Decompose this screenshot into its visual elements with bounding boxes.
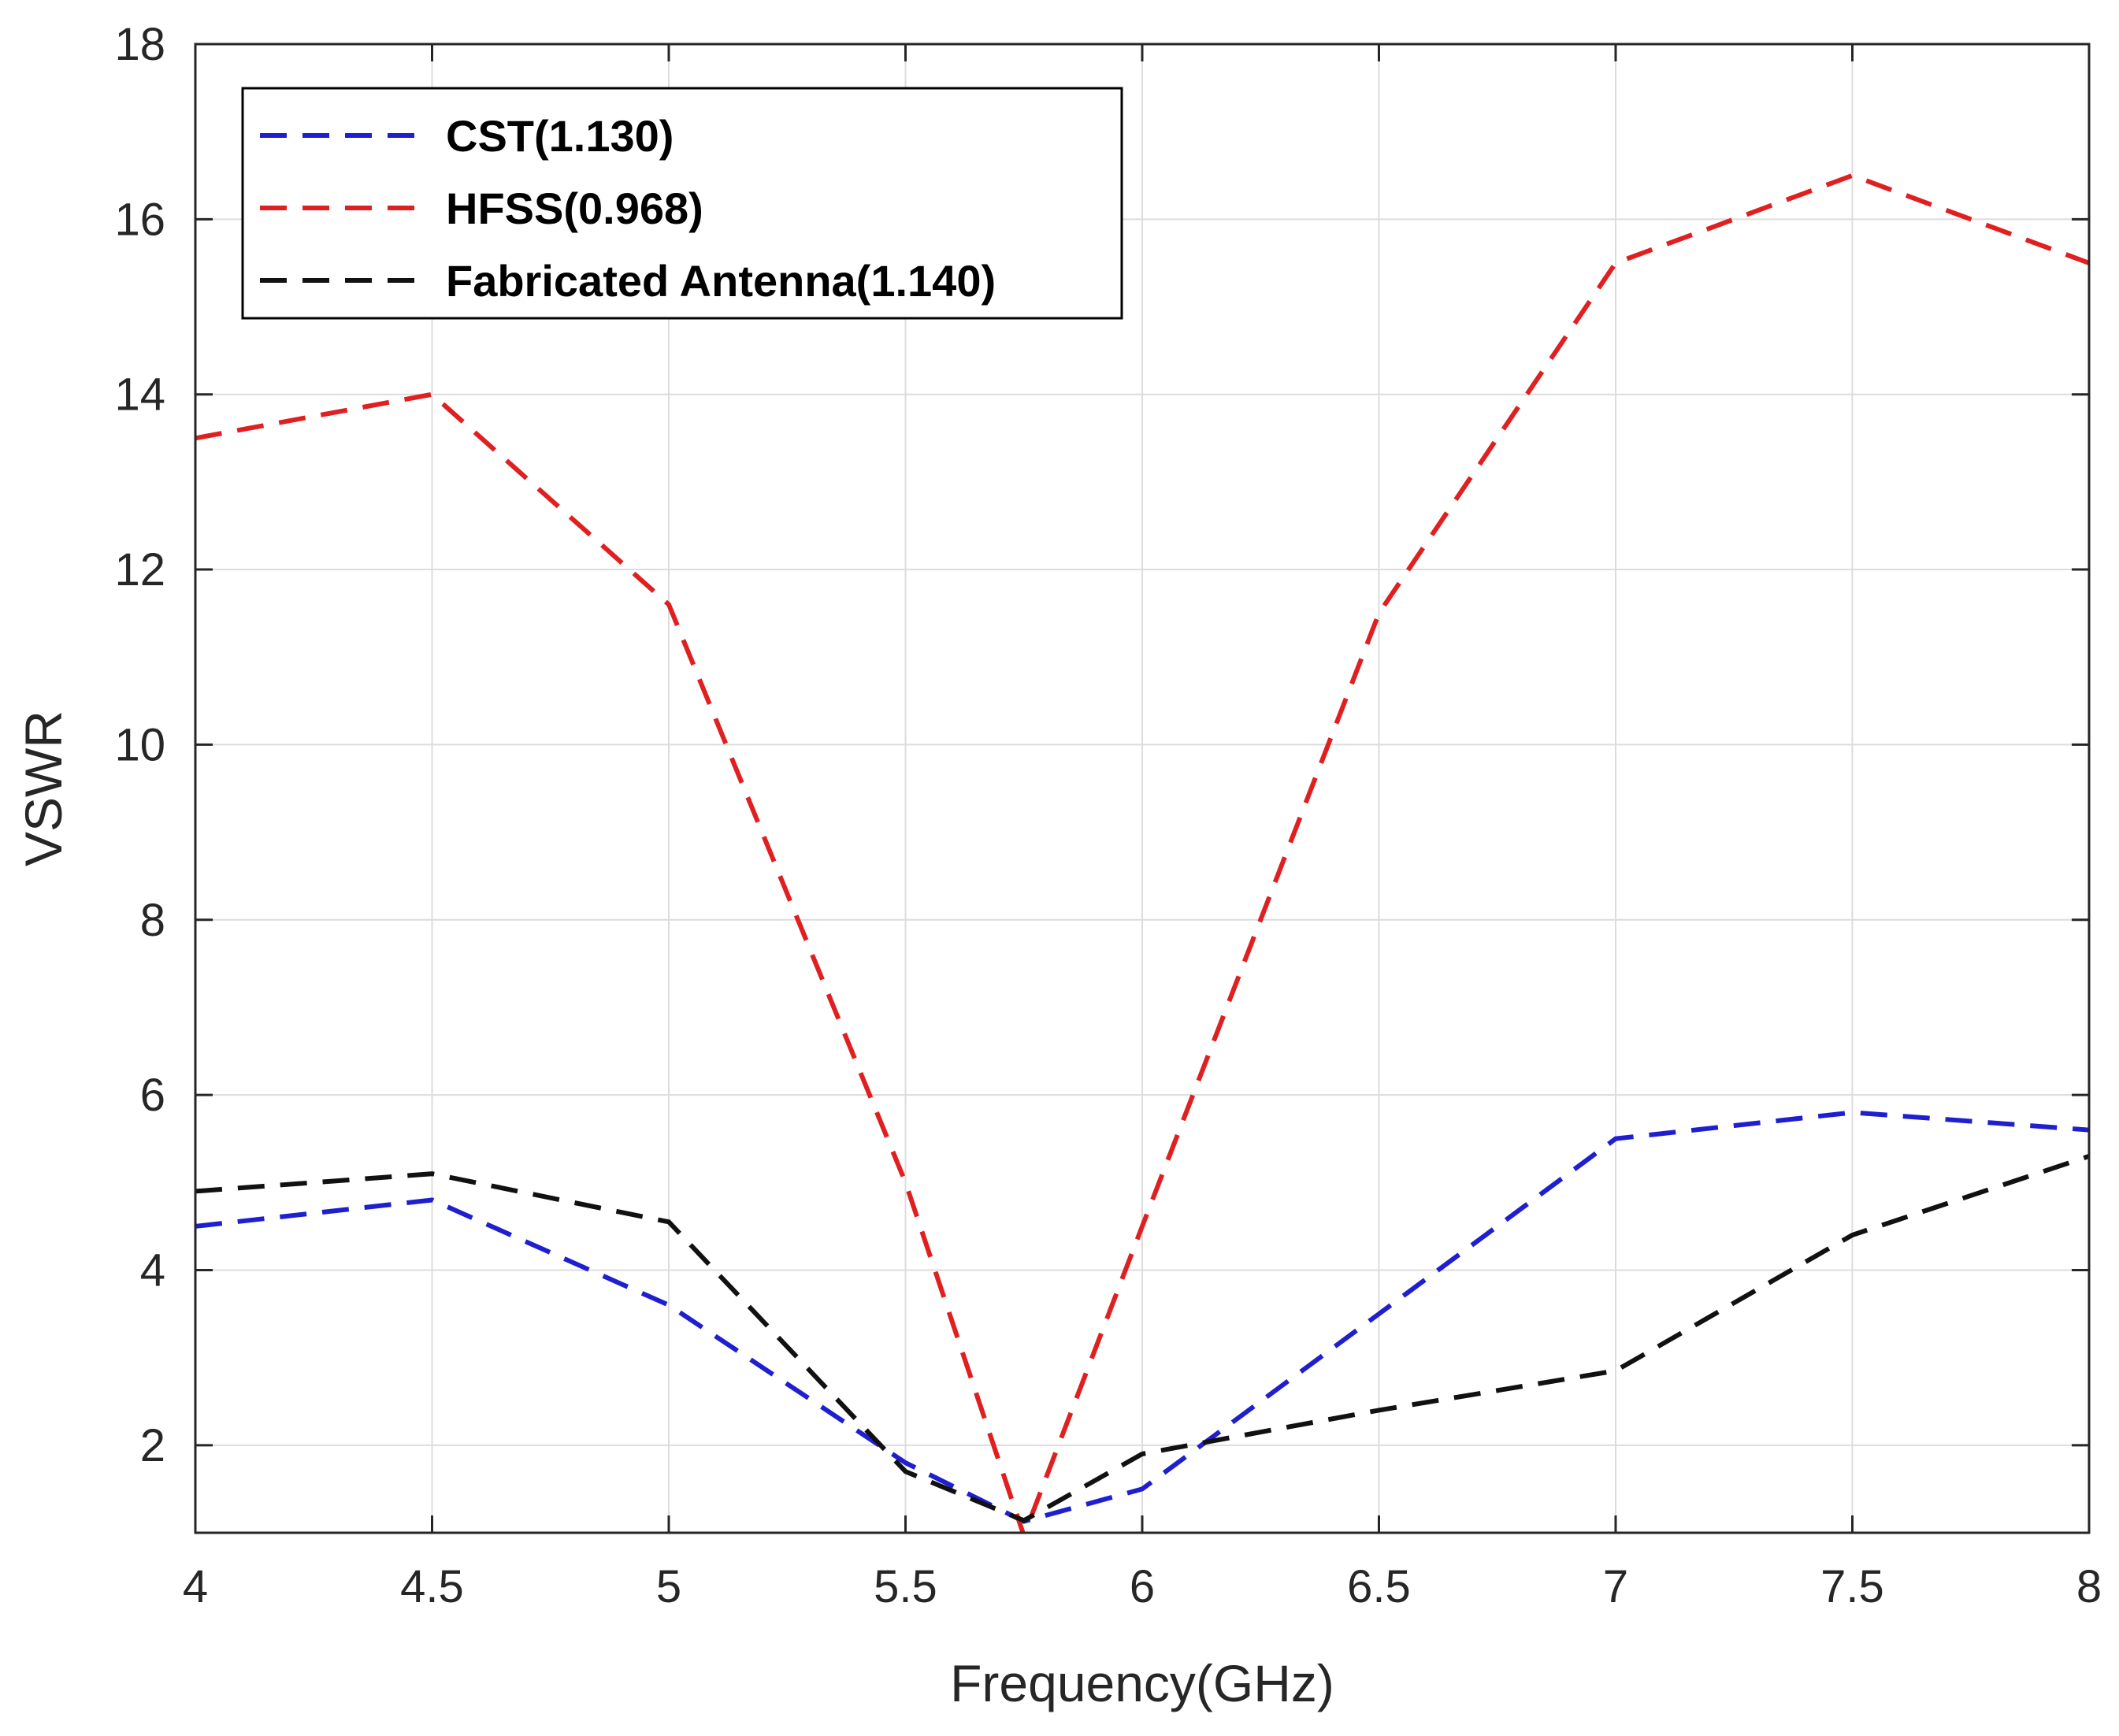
legend-label-1: HFSS(0.968) — [446, 184, 703, 233]
y-tick-label: 4 — [140, 1245, 165, 1296]
y-tick-label: 10 — [114, 719, 165, 770]
x-tick-label: 5 — [656, 1561, 681, 1612]
y-tick-label: 12 — [114, 544, 165, 595]
legend-label-2: Fabricated Antenna(1.140) — [446, 256, 996, 306]
y-tick-label: 14 — [114, 369, 165, 421]
x-tick-label: 4 — [183, 1561, 208, 1612]
x-axis-label: Frequency(GHz) — [950, 1654, 1334, 1712]
x-tick-label: 6 — [1130, 1561, 1155, 1612]
y-axis-ticks: 2 4 6 8 10 12 14 16 18 — [114, 19, 2089, 1471]
legend-label-0: CST(1.130) — [446, 111, 674, 161]
series-line-0 — [195, 1110, 2089, 1524]
x-tick-label: 8 — [2076, 1561, 2102, 1612]
x-tick-label: 7 — [1603, 1561, 1628, 1612]
y-tick-label: 2 — [140, 1420, 165, 1471]
legend: CST(1.130) HFSS(0.968) Fabricated Antenna(… — [241, 87, 1123, 320]
series-line-1 — [195, 172, 2089, 1533]
y-tick-label: 6 — [140, 1070, 165, 1121]
y-tick-label: 8 — [140, 895, 165, 946]
series-layer — [195, 172, 2089, 1533]
y-tick-label: 18 — [114, 19, 165, 70]
x-tick-label: 6.5 — [1347, 1561, 1411, 1612]
y-tick-label: 16 — [114, 194, 165, 245]
y-axis-label: VSWR — [14, 710, 72, 866]
x-axis-ticks: 4 4.5 5 5.5 6 6.5 7 7.5 8 — [183, 44, 2102, 1612]
x-tick-label: 5.5 — [874, 1561, 937, 1612]
x-tick-label: 4.5 — [400, 1561, 464, 1612]
series-line-2 — [195, 1154, 2089, 1523]
x-tick-label: 7.5 — [1820, 1561, 1884, 1612]
